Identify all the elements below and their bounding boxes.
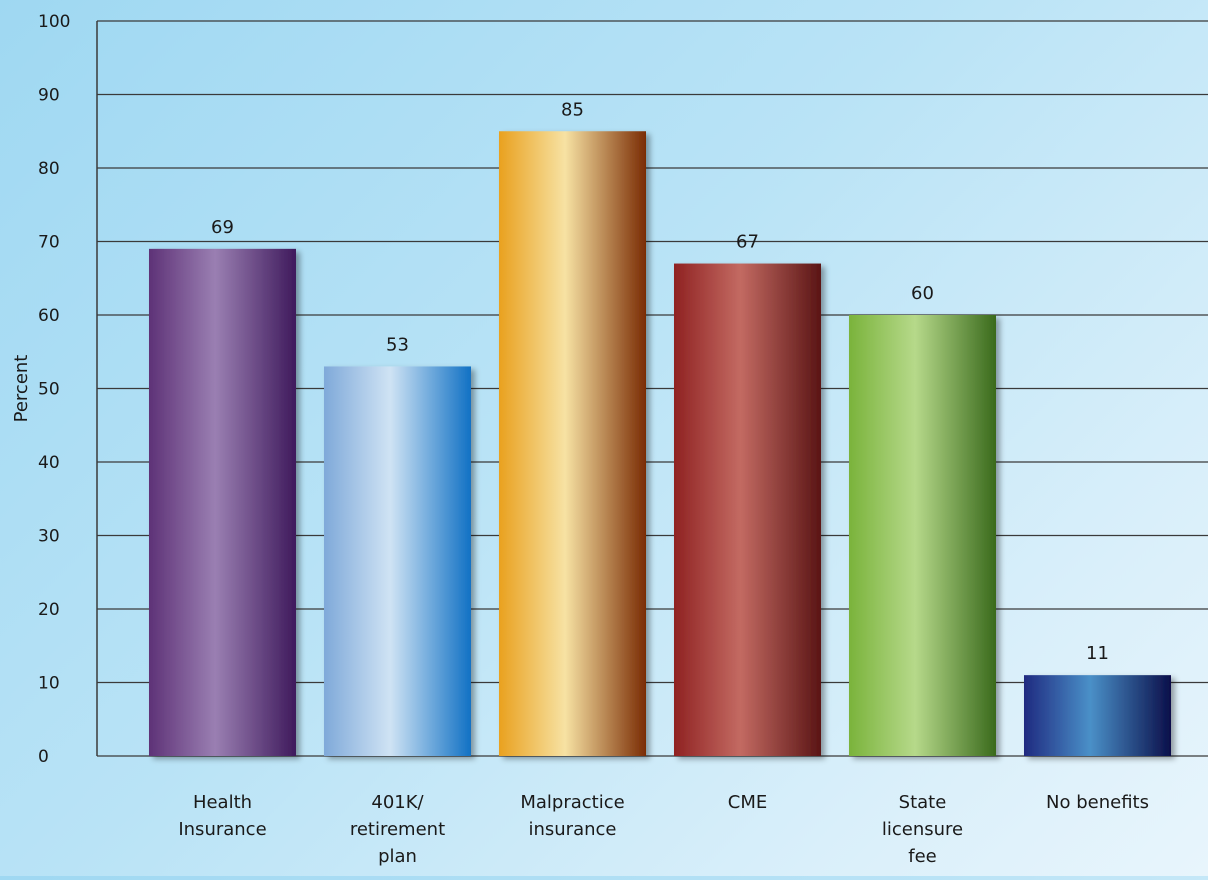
x-tick-label: 401K/retirement plan [350, 792, 445, 867]
data-label: 67 [736, 232, 759, 253]
bar [1024, 675, 1171, 756]
bar [499, 131, 646, 756]
y-tick-label: 10 [38, 674, 60, 694]
y-axis-label: Percent [11, 355, 32, 423]
bar [674, 263, 821, 756]
data-label: 53 [386, 334, 409, 355]
bar [849, 315, 996, 756]
y-tick-label: 70 [38, 233, 60, 253]
data-label: 85 [561, 99, 584, 120]
x-tick-label: No benefits [1046, 792, 1149, 813]
y-tick-label: 50 [38, 380, 60, 400]
y-tick-label: 60 [38, 306, 60, 326]
y-tick-label: 0 [38, 747, 49, 767]
x-tick-label: State licensure fee [882, 792, 963, 867]
data-label: 69 [211, 217, 234, 238]
data-label: 11 [1086, 643, 1109, 664]
data-label: 60 [911, 283, 934, 304]
y-tick-label: 90 [38, 86, 60, 106]
y-tick-label: 100 [38, 12, 70, 32]
bar [149, 248, 296, 756]
y-tick-label: 40 [38, 453, 60, 473]
x-tick-label: CME [728, 792, 767, 813]
bar [324, 366, 471, 756]
y-tick-label: 30 [38, 527, 60, 547]
x-tick-label: Health Insurance [178, 792, 266, 840]
y-tick-label: 80 [38, 159, 60, 179]
bars [149, 131, 1171, 756]
labels: 0 10 20 30 40 50 60 70 80 90 100 Percent 69 Health Ins… [11, 12, 1149, 867]
y-tick-label: 20 [38, 600, 60, 620]
x-tick-label: Malpractice insurance [520, 792, 624, 840]
